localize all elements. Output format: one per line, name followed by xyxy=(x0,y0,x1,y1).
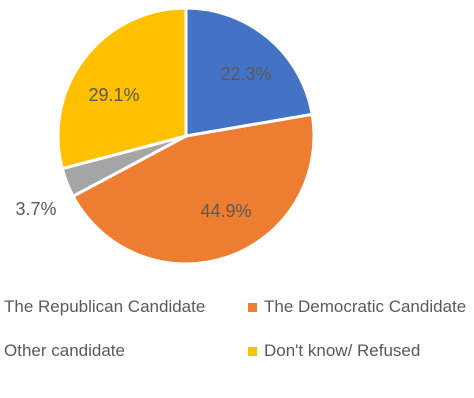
data-label-republican: 22.3% xyxy=(220,64,271,84)
data-label-democratic: 44.9% xyxy=(200,201,251,221)
legend-label-democratic: The Democratic Candidate xyxy=(264,297,467,316)
pie-slice-democratic xyxy=(71,112,316,266)
legend-item-republican: The Republican Candidate xyxy=(0,297,205,317)
legend-swatch-dont-know xyxy=(248,346,257,356)
data-label-other: 3.7% xyxy=(15,199,56,219)
legend-label-other: Other candidate xyxy=(4,341,125,360)
legend-label-republican: The Republican Candidate xyxy=(4,297,206,316)
legend-swatch-democratic xyxy=(248,302,257,312)
legend-item-dont-know: Don't know/ Refused xyxy=(248,341,420,361)
legend-label-dont-know: Don't know/ Refused xyxy=(264,341,421,360)
data-label-dont-know: 29.1% xyxy=(88,85,139,105)
pie-slice-dont-know xyxy=(56,6,188,171)
legend-item-democratic: The Democratic Candidate xyxy=(248,297,466,317)
legend-item-other: Other candidate xyxy=(0,341,125,361)
pie-slice-republican xyxy=(184,6,314,138)
